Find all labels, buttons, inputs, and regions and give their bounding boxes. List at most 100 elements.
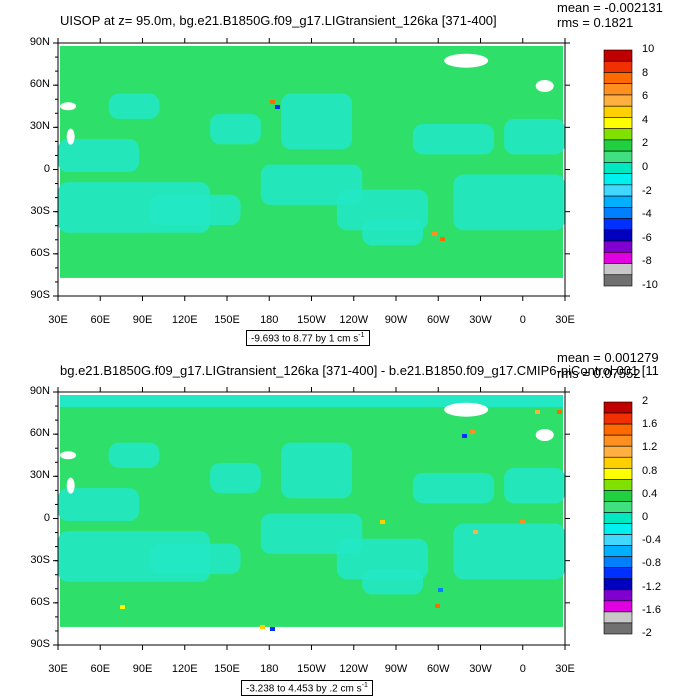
panel1-xlabel: 30E [555, 314, 575, 326]
panel1-colorbar-box [603, 60, 633, 73]
panel1-colorbar-box [603, 105, 633, 118]
panel1-colorbar-box [603, 128, 633, 141]
panel1-west-coast-mask [66, 128, 75, 145]
panel2-colorbar-label: 0.8 [642, 464, 658, 477]
panel2-colorbar-label: 0.4 [642, 487, 658, 500]
panel2-colorbar-label: -2 [642, 627, 652, 639]
panel2-west-coast-mask [66, 477, 75, 494]
anomaly-speck [557, 410, 562, 414]
panel1-arctic-island-mask [535, 80, 554, 93]
panel1-colorbar-label: 4 [642, 113, 649, 126]
panel2-xlabel: 150W [297, 663, 326, 675]
panel2-colorbar-box [603, 479, 633, 491]
panel1-ylabel: 0 [43, 162, 50, 175]
panel1-colorbar-box [603, 195, 633, 208]
panel2-anomaly-patch [260, 513, 363, 554]
panel2-title: bg.e21.B1850G.f09_g17.LIGtransient_126ka… [60, 363, 659, 378]
anomaly-speck [432, 232, 437, 236]
panel2-colorbar-box [603, 423, 633, 436]
panel2-xlabel: 30W [469, 663, 492, 675]
panel1-field-main [60, 46, 563, 278]
panel2-colorbar-label: 0 [642, 511, 649, 523]
panel1-ylabel: 60S [30, 246, 50, 259]
panel2-colorbar-label: 2 [642, 395, 649, 407]
anomaly-speck [260, 625, 265, 629]
panel2-ylabel: 30S [30, 553, 50, 566]
panel1-mean: mean = -0.002131 [557, 0, 663, 15]
panel1-colorbar-box [603, 240, 633, 253]
panel1-anomaly-patch [149, 194, 241, 226]
panel1-rms: rms = 0.1821 [557, 15, 634, 30]
anomaly-speck [535, 410, 540, 414]
panel1-xlabel: 90E [132, 314, 153, 326]
panel2-colorbar-box [603, 456, 633, 469]
panel2-anomaly-patch [58, 488, 140, 522]
panel2-colorbar-box [603, 600, 633, 613]
panel1-anomaly-patch [453, 174, 565, 231]
panel1-xlabel: 180 [260, 314, 279, 326]
panel1-range-text: -9.693 to 8.77 by 1 cm s [251, 333, 359, 345]
panel2-colorbar-box [603, 512, 633, 524]
panel1-colorbar-box [603, 49, 633, 62]
panel1-ylabel: 30S [30, 204, 50, 217]
panel1-contour-range: -9.693 to 8.77 by 1 cm s-1 [246, 330, 370, 347]
anomaly-speck [435, 604, 440, 608]
panel1-colorbar-label: -6 [642, 231, 652, 244]
panel2-anomaly-patch [108, 442, 160, 468]
panel2-anomaly-patch [149, 543, 241, 575]
panel2-colorbar-box [603, 567, 633, 580]
panel1-colorbar-label: -2 [642, 184, 652, 197]
anomaly-speck [470, 430, 475, 434]
panel1-colorbar-box [603, 72, 633, 85]
panel1-colorbar-box [603, 83, 633, 96]
panel2-anomaly-patch [362, 569, 424, 595]
panel2-xlabel: 30E [48, 663, 68, 675]
anomaly-speck [438, 588, 443, 592]
panel2-mean: mean = 0.001279 [557, 350, 659, 365]
panel2-colorbar-box [603, 611, 633, 624]
panel2-colorbar-box [603, 545, 633, 557]
panel2-xlabel: 90W [384, 663, 408, 675]
panel2-ylabel: 90S [30, 638, 50, 650]
panel1-colorbar-label: -10 [642, 279, 658, 291]
panel2-anomaly-patch [210, 462, 261, 494]
anomaly-speck [275, 105, 280, 109]
panel2-colorbar-box [603, 434, 633, 447]
panel1-colorbar-box [603, 139, 633, 152]
panel2-colorbar-label: 1.6 [642, 418, 658, 431]
panel1-anomaly-patch [210, 113, 261, 145]
panel1-colorbar-box [603, 94, 633, 107]
panel2-field-main [60, 395, 563, 627]
panel1-xlabel: 60E [90, 314, 111, 326]
panel1-xlabel: 120E [171, 314, 198, 326]
panel1-colorbar-label: -8 [642, 255, 652, 268]
panel2-colorbar-label: -0.4 [642, 534, 661, 547]
panel1-title: UISOP at z= 95.0m, bg.e21.B1850G.f09_g17… [60, 13, 497, 28]
anomaly-speck [270, 627, 275, 631]
panel1-colorbar-label: 8 [642, 66, 649, 79]
panel2-colorbar-label: 1.2 [642, 441, 658, 454]
panel1-ylabel: 90N [29, 36, 50, 48]
panel1-colorbar-box [603, 274, 633, 287]
panel2-arctic-band [60, 395, 563, 407]
panel1-colorbar-label: 2 [642, 137, 649, 150]
panel2-xlabel: 90E [132, 663, 153, 675]
panel1-colorbar-box [603, 150, 633, 163]
panel2-anomaly-patch [504, 467, 565, 504]
panel2-colorbar-box [603, 578, 633, 591]
panel2-arctic-island-mask [535, 429, 554, 442]
panel2-colorbar-label: -1.2 [642, 580, 661, 593]
panel1-anomaly-patch [504, 118, 565, 155]
panel2-ylabel: 90N [29, 385, 50, 397]
panel2-colorbar-box [603, 445, 633, 458]
panel1-anomaly-patch [58, 139, 140, 173]
panel1-colorbar-box [603, 173, 633, 186]
anomaly-speck [473, 530, 478, 534]
panel1-colorbar-label: 6 [642, 90, 649, 103]
panel1-ylabel: 90S [30, 289, 50, 301]
panel1-west-island-mask [60, 102, 77, 111]
panel1-anomaly-patch [281, 93, 353, 150]
panel1-xlabel: 60W [426, 314, 450, 326]
panel2-ylabel: 60S [30, 595, 50, 608]
panel2-colorbar-label: -1.6 [642, 603, 661, 616]
